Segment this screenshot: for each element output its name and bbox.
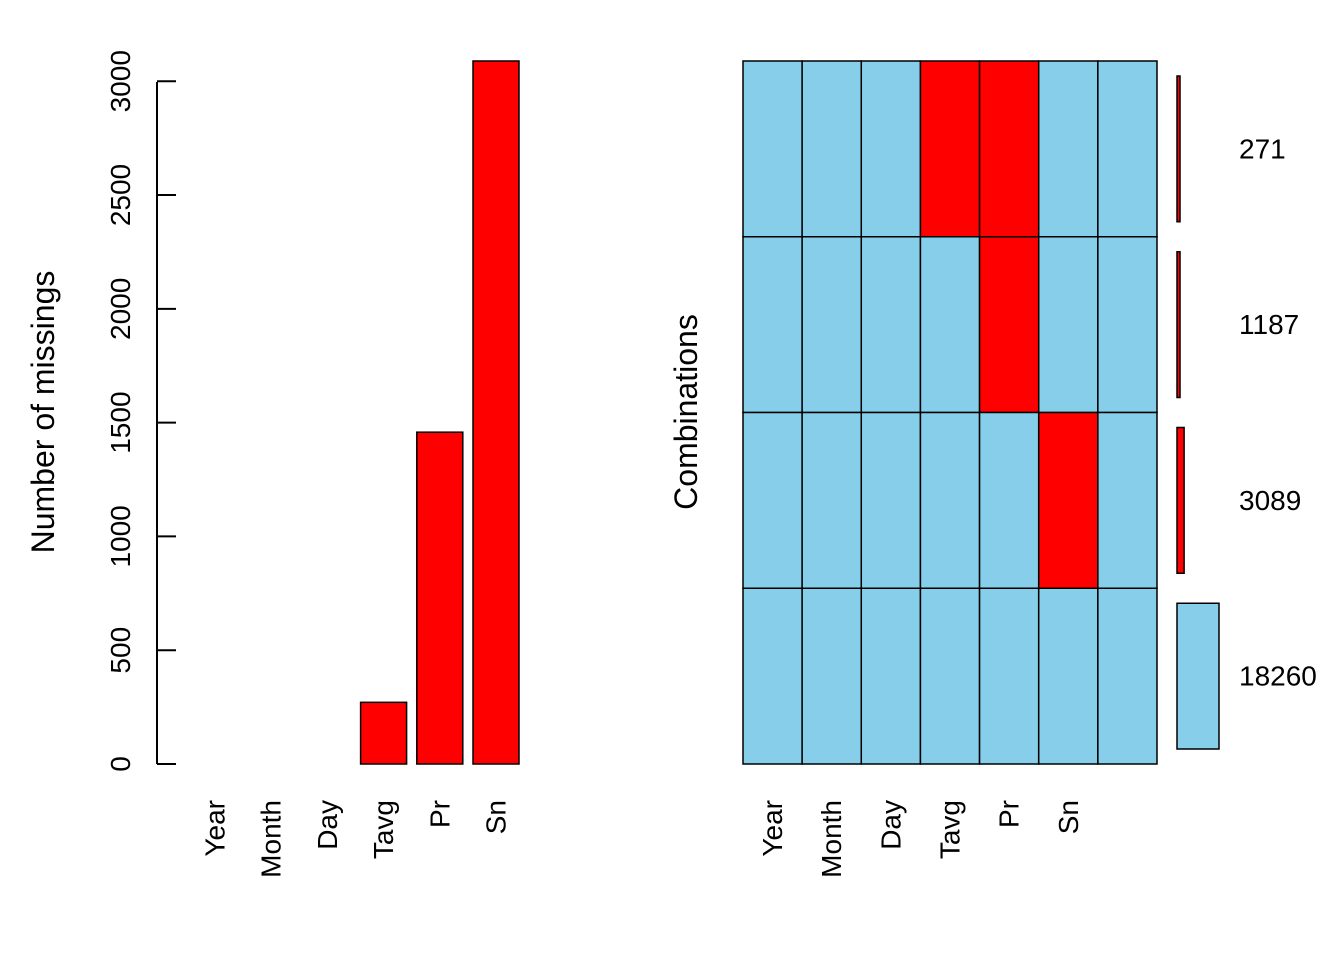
x-tick-label: Month (816, 800, 847, 878)
combination-cell (860, 587, 922, 765)
missing-combinations-chart: 271 1187 3089 18260 Year Month Day Tavg Pr Sn Co… (668, 60, 1317, 878)
x-tick-label: Month (256, 800, 287, 878)
combination-cell (860, 411, 922, 589)
x-tick-label: Day (312, 800, 343, 850)
combination-count-bar (1176, 75, 1181, 223)
combination-cell (742, 236, 803, 414)
combination-cell (742, 411, 803, 589)
bar (416, 431, 464, 765)
bar (472, 60, 520, 765)
x-tick-label: Pr (994, 800, 1025, 828)
missing-count-bar-chart: 0 500 1000 1500 2000 2500 3000 Year Month Day Tav… (25, 50, 520, 878)
y-axis-title: Number of missings (25, 271, 61, 554)
combination-count-label: 1187 (1239, 309, 1299, 340)
combination-cell (1037, 587, 1099, 765)
combination-cell (860, 60, 922, 238)
combination-cell (978, 236, 1040, 414)
combination-count-bar (1176, 251, 1181, 399)
combination-cell (801, 411, 863, 589)
combination-cell (1037, 60, 1099, 238)
combination-cell (1037, 411, 1099, 589)
combination-cell (742, 60, 803, 238)
combination-count-label: 271 (1239, 133, 1286, 164)
bar (359, 701, 408, 765)
y-tick-label: 500 (105, 627, 136, 674)
combination-cell (742, 587, 803, 765)
y-tick-label: 2500 (105, 164, 136, 226)
x-tick-label: Sn (1053, 800, 1084, 834)
combination-cell (978, 60, 1040, 238)
combination-cell (919, 587, 981, 765)
combination-cell (801, 587, 863, 765)
combination-cell (860, 236, 922, 414)
combination-count-bar (1176, 602, 1220, 750)
combination-cell (1097, 60, 1158, 238)
combination-cell (1097, 587, 1158, 765)
combination-cell (1037, 236, 1099, 414)
combination-cell (919, 411, 981, 589)
combination-count-label: 3089 (1239, 485, 1301, 516)
combination-count-label: 18260 (1239, 661, 1317, 692)
combination-cell (919, 236, 981, 414)
x-tick-label: Day (875, 800, 906, 850)
x-tick-label: Pr (424, 800, 455, 828)
x-tick-label: Tavg (935, 800, 966, 859)
combination-cell (919, 60, 981, 238)
x-tick-label: Year (757, 800, 788, 857)
combination-cell (1097, 236, 1158, 414)
y-tick-label: 3000 (105, 50, 136, 112)
x-tick-label: Year (200, 800, 231, 857)
y-tick-label: 1500 (105, 391, 136, 453)
x-tick-label: Sn (481, 800, 512, 834)
combination-cell (978, 587, 1040, 765)
combination-cell (801, 60, 863, 238)
combinations-axis-title: Combinations (668, 314, 704, 510)
y-tick-label: 1000 (105, 505, 136, 567)
y-tick-label: 0 (105, 756, 136, 772)
combination-cell (801, 236, 863, 414)
x-tick-label: Tavg (368, 800, 399, 859)
combination-cell (1097, 411, 1158, 589)
combination-count-bar (1176, 426, 1185, 574)
y-tick-label: 2000 (105, 278, 136, 340)
combination-cell (978, 411, 1040, 589)
